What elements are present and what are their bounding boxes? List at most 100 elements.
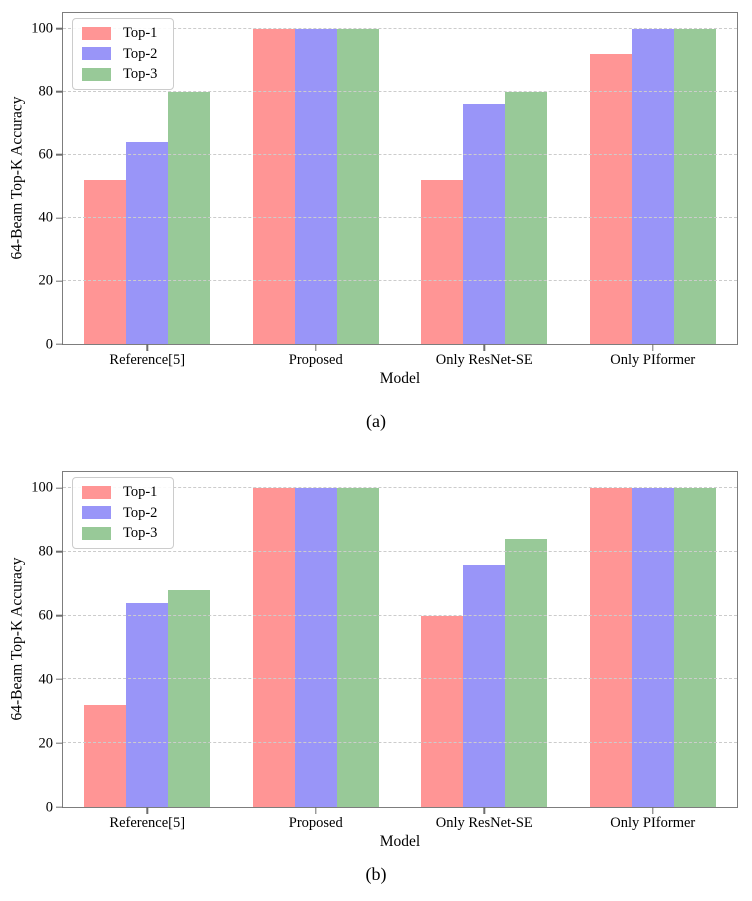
- bar-top-2: [631, 28, 674, 344]
- plot-area: Top-1 Top-2 Top-3 0 20 40 60 80 100 Reference[5]…: [31, 471, 738, 830]
- legend: Top-1 Top-2 Top-3: [72, 18, 175, 90]
- y-axis-label: 64-Beam Top-K Accuracy: [8, 557, 26, 721]
- legend: Top-1 Top-2 Top-3: [72, 477, 175, 549]
- y-tick-label: 40: [38, 209, 54, 226]
- bar-top-3: [673, 487, 716, 807]
- legend-label: Top-3: [123, 525, 158, 541]
- x-tick-label: Reference[5]: [109, 815, 186, 831]
- x-tick-mark: [652, 344, 654, 351]
- y-axis-label: 64-Beam Top-K Accuracy: [8, 96, 26, 260]
- y-tick-mark: [56, 678, 63, 681]
- y-tick-label: 0: [45, 798, 53, 815]
- bar-top-2: [294, 487, 337, 807]
- y-tick-label: 20: [38, 734, 54, 751]
- bar-top-2: [294, 28, 337, 344]
- bar-top-1: [84, 180, 127, 344]
- bar-group: [84, 13, 211, 344]
- y-tick-mark: [56, 551, 63, 553]
- bar-top-1: [252, 487, 295, 807]
- legend-label: Top-2: [123, 504, 158, 521]
- y-tick-label: 60: [38, 607, 54, 624]
- y-tick-label: 60: [38, 146, 54, 163]
- bar-chart-b: 64-Beam Top-K Accuracy Top-1 Top-2 Top-3 0…: [0, 455, 752, 901]
- y-tick-mark: [56, 280, 63, 282]
- x-tick-label: Proposed: [288, 352, 343, 368]
- y-tick-mark: [56, 217, 63, 219]
- bar-top-3: [168, 590, 211, 807]
- x-tick-mark: [483, 807, 485, 814]
- bar-top-1: [589, 53, 632, 344]
- y-tick-label: 100: [31, 479, 53, 496]
- bar-top-3: [336, 28, 379, 344]
- bar-top-3: [336, 487, 379, 807]
- x-tick-mark: [315, 807, 317, 814]
- legend-item: Top-2: [82, 504, 158, 521]
- bar-group: [589, 472, 716, 807]
- bar-group: [252, 13, 379, 344]
- bar-group: [84, 472, 211, 807]
- bar-top-3: [168, 91, 211, 344]
- bar-group: [421, 472, 548, 807]
- legend-swatch-top-3: [82, 526, 111, 540]
- bar-top-2: [126, 142, 169, 344]
- x-tick-mark: [146, 807, 148, 814]
- legend-label: Top-1: [123, 484, 158, 500]
- bar-top-1: [589, 487, 632, 807]
- bar-top-1: [421, 615, 464, 807]
- x-tick-mark: [146, 344, 148, 351]
- y-tick-label: 100: [31, 20, 53, 37]
- y-tick-mark: [56, 154, 63, 156]
- y-tick-mark: [56, 28, 63, 30]
- y-tick-label: 40: [38, 671, 54, 688]
- x-axis-label: Model: [379, 833, 421, 850]
- legend-swatch-top-1: [82, 485, 111, 499]
- x-tick-mark: [315, 344, 317, 351]
- bar-top-2: [126, 602, 169, 807]
- x-tick-label: Only PIformer: [610, 815, 696, 831]
- bar-top-1: [252, 28, 295, 344]
- bar-top-2: [463, 564, 506, 807]
- bar-group: [589, 13, 716, 344]
- bar-chart-a: 64-Beam Top-K Accuracy Top-1 Top-2 Top-3 0…: [8, 12, 738, 430]
- legend-item: Top-3: [82, 67, 157, 82]
- y-tick-mark: [56, 91, 63, 93]
- plot-area: Top-1 Top-2 Top-3 0 20 40 60 80 100 Reference[5]…: [31, 12, 738, 367]
- x-tick-mark: [652, 807, 654, 814]
- legend-item: Top-2: [82, 45, 158, 62]
- legend-swatch-top-1: [82, 26, 111, 40]
- bar-group: [252, 472, 379, 807]
- bar-group: [421, 13, 548, 344]
- x-tick-label: Only ResNet-SE: [435, 352, 533, 368]
- bar-top-3: [505, 91, 548, 344]
- bar-top-2: [463, 104, 506, 344]
- y-tick-mark: [56, 806, 63, 808]
- y-tick-mark: [56, 742, 63, 744]
- legend-swatch-top-3: [82, 67, 111, 81]
- bar-top-3: [673, 28, 716, 344]
- legend-swatch-top-2: [82, 506, 111, 520]
- legend-label: Top-1: [123, 25, 158, 41]
- bar-top-2: [631, 487, 674, 807]
- legend-item: Top-1: [82, 26, 157, 41]
- y-tick-label: 80: [38, 543, 54, 560]
- legend-label: Top-3: [123, 66, 158, 82]
- bar-top-1: [84, 704, 127, 807]
- legend-swatch-top-2: [82, 47, 111, 61]
- x-tick-label: Reference[5]: [109, 352, 186, 368]
- y-tick-label: 80: [38, 83, 54, 100]
- legend-item: Top-3: [82, 526, 157, 541]
- bar-top-3: [505, 539, 548, 807]
- x-tick-label: Only ResNet-SE: [435, 815, 533, 831]
- x-tick-label: Only PIformer: [610, 352, 696, 368]
- y-tick-label: 20: [38, 272, 54, 289]
- x-tick-mark: [483, 344, 485, 351]
- bar-top-1: [421, 180, 464, 344]
- x-tick-label: Proposed: [288, 815, 343, 831]
- y-tick-mark: [56, 487, 63, 489]
- legend-label: Top-2: [123, 45, 158, 62]
- caption: (b): [365, 864, 387, 884]
- legend-item: Top-1: [82, 485, 157, 500]
- y-tick-mark: [56, 614, 63, 617]
- y-tick-label: 0: [45, 335, 53, 352]
- x-axis-label: Model: [379, 370, 421, 387]
